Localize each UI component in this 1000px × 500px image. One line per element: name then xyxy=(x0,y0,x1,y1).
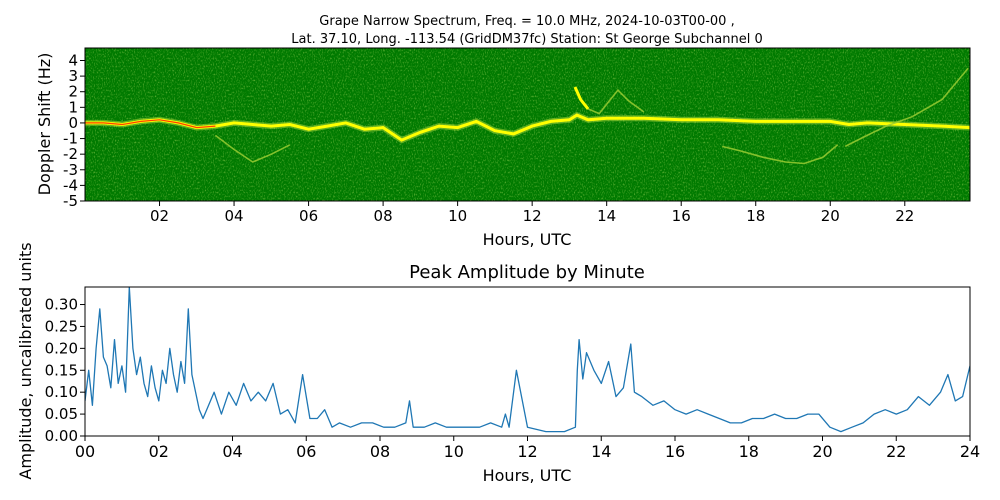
secondary-trace-2 xyxy=(844,67,969,148)
amplitude-x-tick-label: 12 xyxy=(517,442,537,461)
spectrogram-x-tick-label: 18 xyxy=(746,207,765,225)
amplitude-y-ticks: 0.00 0.05 0.10 0.15 0.20 0.25 0.30 xyxy=(45,296,85,445)
amplitude-x-tick-label: 14 xyxy=(591,442,611,461)
amplitude-y-tick-label: 0.05 xyxy=(45,405,78,423)
secondary-trace-core xyxy=(573,86,590,110)
spectrogram-y-tick-label: -2 xyxy=(63,145,78,163)
figure-title-line2: Lat. 37.10, Long. -113.54 (GridDM37fc) S… xyxy=(291,32,762,47)
spectrogram-x-tick-label: 08 xyxy=(374,207,393,225)
spectrogram-x-tick-label: 10 xyxy=(448,207,467,225)
amplitude-x-tick-label: 06 xyxy=(296,442,316,461)
amplitude-x-ticks: 00 02 04 06 08 10 12 14 16 18 20 22 24 xyxy=(75,436,980,461)
spectrogram-traces xyxy=(85,67,970,165)
spectrogram-x-ticks: 02 04 06 08 10 12 14 16 18 20 22 xyxy=(150,201,914,225)
amplitude-y-tick-label: 0.30 xyxy=(45,296,78,314)
spectrogram-y-tick-label: -3 xyxy=(63,161,78,179)
amplitude-y-tick-label: 0.10 xyxy=(45,383,78,401)
amplitude-x-label: Hours, UTC xyxy=(483,466,572,485)
spectrogram-y-tick-label: 1 xyxy=(68,98,78,116)
amplitude-x-tick-label: 08 xyxy=(370,442,390,461)
amplitude-panel: Peak Amplitude by Minute 00 02 04 06 08 10 12 1… xyxy=(16,242,980,485)
amplitude-y-tick-label: 0.15 xyxy=(45,361,78,379)
amplitude-x-tick-label: 04 xyxy=(222,442,242,461)
amplitude-x-tick-label: 20 xyxy=(812,442,832,461)
spectrogram-y-tick-label: -4 xyxy=(63,176,78,194)
spectrogram-x-label: Hours, UTC xyxy=(483,230,572,249)
spectrogram-y-tick-label: -1 xyxy=(63,130,78,148)
amplitude-x-tick-label: 18 xyxy=(739,442,759,461)
spectrogram-y-tick-label: -5 xyxy=(63,192,78,210)
amplitude-x-tick-label: 16 xyxy=(665,442,685,461)
amplitude-y-tick-label: 0.20 xyxy=(45,339,78,357)
spectrogram-frame xyxy=(84,47,971,202)
spectrogram-y-tick-label: 3 xyxy=(68,67,78,85)
amplitude-x-tick-label: 24 xyxy=(960,442,980,461)
secondary-trace-1 xyxy=(722,144,839,165)
amplitude-x-tick-label: 00 xyxy=(75,442,95,461)
amplitude-y-tick-label: 0.25 xyxy=(45,317,78,335)
amplitude-x-tick-label: 22 xyxy=(886,442,906,461)
spectrogram-y-tick-label: 4 xyxy=(68,51,78,69)
amplitude-plot-area xyxy=(85,287,970,436)
spectrogram-x-tick-label: 04 xyxy=(225,207,244,225)
secondary-trace-3 xyxy=(214,134,291,163)
amplitude-series xyxy=(85,287,970,433)
amplitude-y-tick-label: 0.00 xyxy=(45,427,78,445)
amplitude-title: Peak Amplitude by Minute xyxy=(409,262,645,283)
figure-title-line1: Grape Narrow Spectrum, Freq. = 10.0 MHz,… xyxy=(319,14,734,29)
spectrogram-x-tick-label: 12 xyxy=(523,207,542,225)
spectrogram-x-tick-label: 22 xyxy=(895,207,914,225)
spectrogram-y-label: Doppler Shift (Hz) xyxy=(35,53,54,196)
spectrogram-x-tick-label: 14 xyxy=(597,207,616,225)
spectrogram-x-tick-label: 20 xyxy=(821,207,840,225)
spectrogram-y-tick-label: 0 xyxy=(68,114,78,132)
spectrogram-x-tick-label: 06 xyxy=(299,207,318,225)
amplitude-line-0 xyxy=(85,287,970,433)
amplitude-x-tick-label: 10 xyxy=(444,442,464,461)
spectrogram-x-tick-label: 16 xyxy=(672,207,691,225)
amplitude-x-tick-label: 02 xyxy=(149,442,169,461)
spectrogram-y-tick-label: 2 xyxy=(68,83,78,101)
amplitude-y-label: Amplitude, uncalibrated units xyxy=(16,242,35,479)
spectrogram-x-tick-label: 02 xyxy=(150,207,169,225)
carrier-trace-peak xyxy=(85,119,216,129)
